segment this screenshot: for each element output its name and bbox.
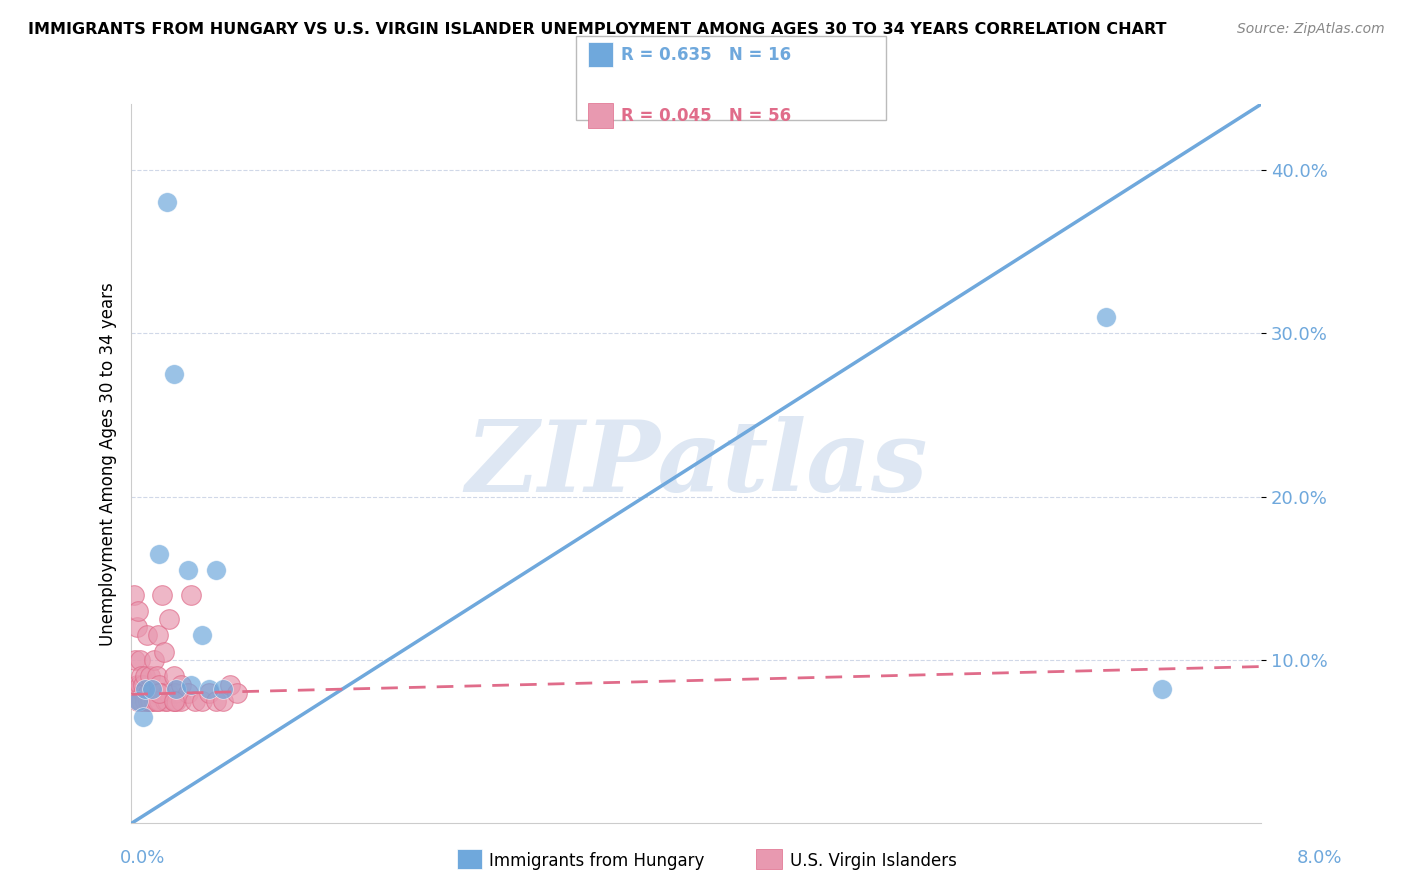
Point <box>149 686 172 700</box>
Text: 8.0%: 8.0% <box>1298 849 1343 867</box>
Point <box>145 694 167 708</box>
Point <box>219 677 242 691</box>
Text: R = 0.635   N = 16: R = 0.635 N = 16 <box>621 46 792 64</box>
Point <box>121 686 143 700</box>
Point <box>153 694 176 708</box>
Point <box>198 682 221 697</box>
Point <box>142 653 165 667</box>
Point <box>226 686 249 700</box>
Point <box>125 677 148 691</box>
Point <box>212 694 235 708</box>
Point <box>184 694 207 708</box>
Point <box>156 686 179 700</box>
Point <box>127 694 149 708</box>
Point <box>177 686 200 700</box>
Point <box>162 694 184 708</box>
Point <box>163 686 186 700</box>
Point <box>205 563 228 577</box>
Point <box>128 653 150 667</box>
Point <box>138 669 160 683</box>
Point <box>131 710 153 724</box>
Point <box>180 588 202 602</box>
Point <box>191 694 214 708</box>
Text: R = 0.045   N = 56: R = 0.045 N = 56 <box>621 107 792 125</box>
Point <box>155 195 177 210</box>
Point <box>134 682 156 697</box>
Point <box>128 677 150 691</box>
Point <box>136 686 159 700</box>
Point <box>165 694 187 708</box>
Point <box>191 628 214 642</box>
Point <box>165 682 187 697</box>
Text: ZIPatlas: ZIPatlas <box>465 416 928 512</box>
Point <box>170 677 193 691</box>
Point <box>1094 310 1116 324</box>
Point <box>205 694 228 708</box>
Point <box>135 628 157 642</box>
Text: 0.0%: 0.0% <box>120 849 165 867</box>
Point <box>134 669 156 683</box>
Y-axis label: Unemployment Among Ages 30 to 34 years: Unemployment Among Ages 30 to 34 years <box>100 282 117 646</box>
Point <box>131 677 153 691</box>
Point <box>141 686 163 700</box>
Point <box>124 653 146 667</box>
Point <box>152 645 174 659</box>
Point <box>162 367 184 381</box>
Point <box>138 694 160 708</box>
Point <box>134 694 156 708</box>
Point <box>180 677 202 691</box>
Point <box>127 694 149 708</box>
Point <box>157 612 180 626</box>
Point <box>132 686 155 700</box>
Point <box>155 694 177 708</box>
Point <box>170 694 193 708</box>
Point <box>212 682 235 697</box>
Point <box>162 669 184 683</box>
Text: Source: ZipAtlas.com: Source: ZipAtlas.com <box>1237 22 1385 37</box>
Point <box>129 669 152 683</box>
Point <box>141 682 163 697</box>
Text: Immigrants from Hungary: Immigrants from Hungary <box>489 852 704 870</box>
Point <box>127 694 149 708</box>
Point <box>139 694 162 708</box>
Point <box>148 694 170 708</box>
Point <box>142 694 165 708</box>
Point <box>148 686 170 700</box>
Point <box>127 604 149 618</box>
Point <box>162 694 184 708</box>
Text: U.S. Virgin Islanders: U.S. Virgin Islanders <box>790 852 957 870</box>
Point <box>136 694 159 708</box>
Point <box>148 677 170 691</box>
Point <box>198 686 221 700</box>
Point <box>131 686 153 700</box>
Point <box>129 694 152 708</box>
Point <box>146 628 169 642</box>
Point <box>145 669 167 683</box>
Point <box>148 547 170 561</box>
Point <box>177 563 200 577</box>
Point <box>122 588 145 602</box>
Point <box>1152 682 1174 697</box>
Point <box>125 620 148 634</box>
Point <box>150 588 173 602</box>
Text: IMMIGRANTS FROM HUNGARY VS U.S. VIRGIN ISLANDER UNEMPLOYMENT AMONG AGES 30 TO 34: IMMIGRANTS FROM HUNGARY VS U.S. VIRGIN I… <box>28 22 1167 37</box>
Point <box>124 686 146 700</box>
